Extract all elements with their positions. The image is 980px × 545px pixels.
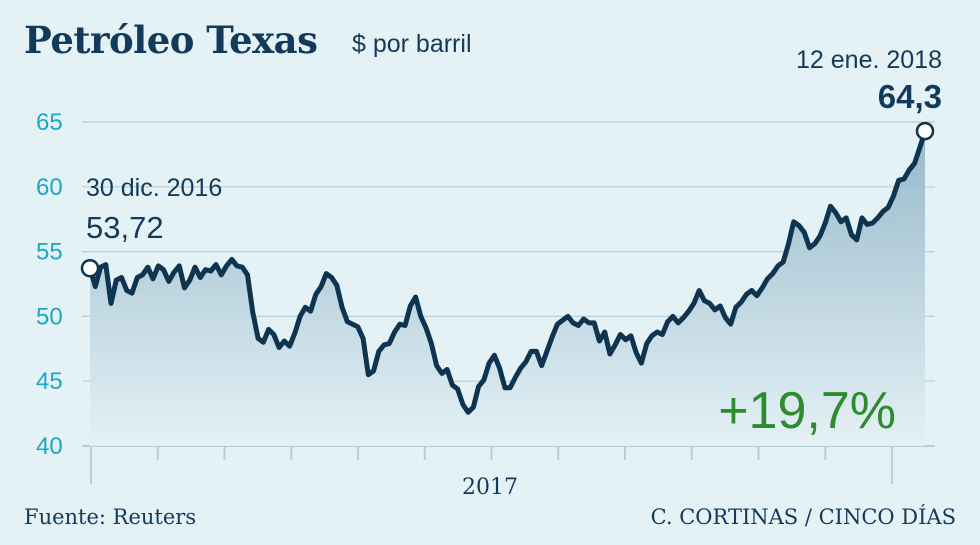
y-tick-50: 50	[36, 303, 63, 330]
start-point-marker	[80, 258, 100, 278]
change-percent-label: +19,7%	[718, 382, 896, 440]
start-value-label: 53,72	[86, 210, 164, 245]
price-area	[90, 131, 925, 446]
end-point-marker	[915, 121, 935, 141]
y-tick-45: 45	[36, 368, 63, 395]
end-value-label: 64,3	[878, 78, 942, 115]
credit-note: C. CORTINAS / CINCO DÍAS	[650, 505, 956, 529]
end-date-label: 12 ene. 2018	[796, 46, 942, 74]
chart-title: Petróleo Texas	[24, 18, 318, 62]
y-tick-55: 55	[36, 239, 63, 266]
y-tick-40: 40	[36, 433, 63, 460]
source-note: Fuente: Reuters	[24, 505, 197, 529]
x-tick-2017: 2017	[462, 475, 518, 500]
y-tick-60: 60	[36, 174, 63, 201]
start-date-label: 30 dic. 2016	[86, 174, 222, 202]
chart-unit: $ por barril	[352, 30, 472, 58]
y-tick-65: 65	[36, 109, 63, 136]
price-line	[87, 128, 928, 415]
